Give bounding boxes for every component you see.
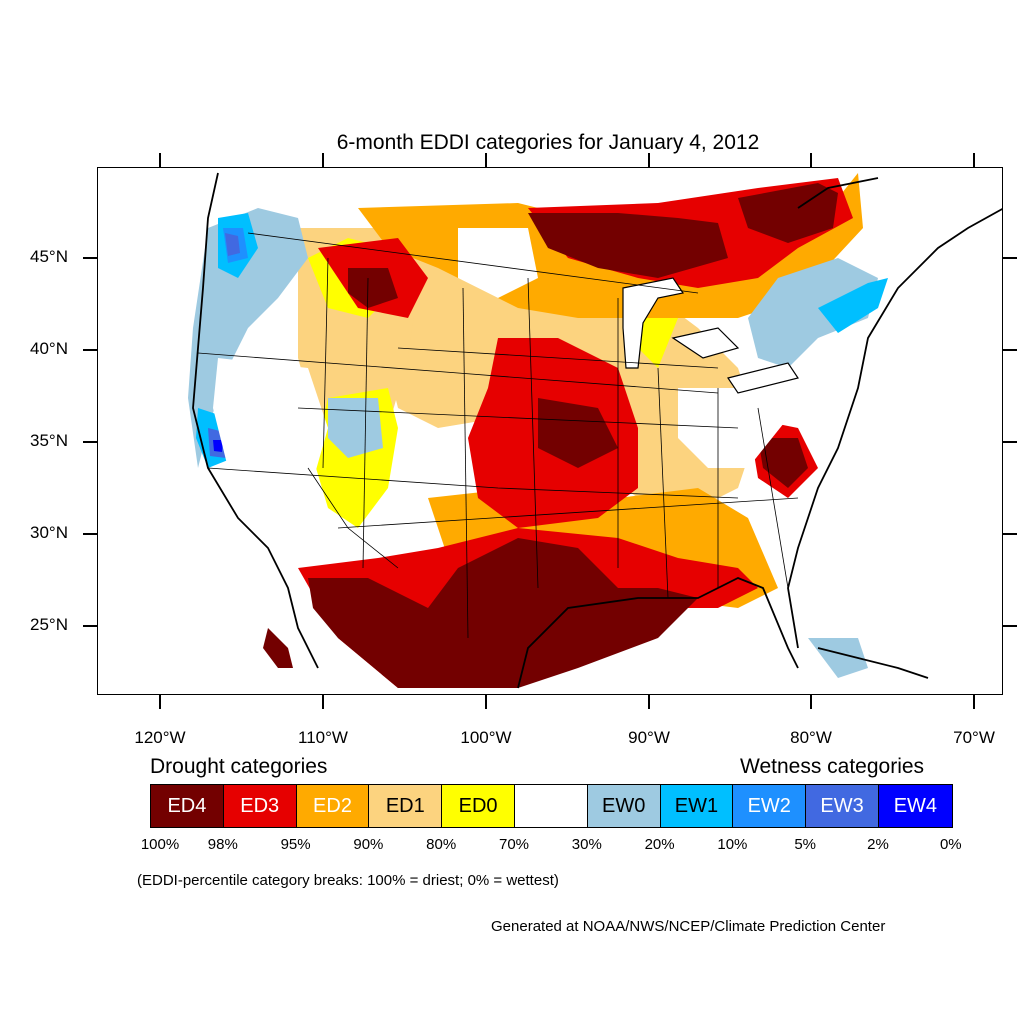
eddi-map [188, 172, 1002, 689]
lon-tick-120-top [159, 153, 161, 167]
legend-swatch-ed1: ED1 [369, 785, 443, 827]
percentile-label: 100% [140, 836, 180, 853]
coastlines [192, 172, 1002, 689]
lat-label: 45°N [30, 247, 68, 266]
lon-tick-110-top [322, 153, 324, 167]
lat-label: 40°N [30, 339, 68, 358]
lon-label: 100°W [460, 728, 512, 747]
lon-label: 120°W [134, 728, 186, 747]
ew0-region-newengland [748, 258, 878, 368]
lat-tick-40-right [1003, 349, 1017, 351]
percentile-label: 80% [426, 836, 457, 853]
lat-label: 35°N [30, 431, 68, 450]
legend-swatch-ew0: EW0 [587, 785, 661, 827]
ed4-region-minnesota [528, 213, 728, 278]
legend-swatch-normal [514, 785, 588, 827]
percentile-label: 5% [794, 836, 817, 853]
lon-tick-70 [973, 695, 975, 709]
legend-swatch-ed2: ED2 [296, 785, 370, 827]
percentile-label: 70% [498, 836, 530, 853]
drought-heading: Drought categories [150, 755, 328, 778]
lon-label: 90°W [628, 728, 670, 747]
lon-tick-80-top [810, 153, 812, 167]
lat-tick-40 [83, 349, 97, 351]
lat-tick-35 [83, 441, 97, 443]
state-boundaries [197, 232, 799, 639]
credit-line: Generated at NOAA/NWS/NCEP/Climate Predi… [491, 918, 886, 935]
lat-tick-35-right [1003, 441, 1017, 443]
normal-region-nevada [213, 358, 328, 548]
ed4-region-mexico-coast [263, 628, 293, 668]
percentile-label: 10% [717, 836, 748, 853]
percentile-label: 95% [280, 836, 311, 853]
lon-tick-100 [485, 695, 487, 709]
map-frame [97, 167, 1003, 695]
lon-tick-90-top [648, 153, 650, 167]
legend-swatch-ew3: EW3 [806, 785, 879, 827]
lon-label: 110°W [298, 728, 348, 747]
ed4-region-montana [348, 268, 398, 308]
lat-tick-30-right [1003, 533, 1017, 535]
wetness-heading: Wetness categories [740, 755, 925, 778]
legend-swatch-ew4: EW4 [878, 785, 952, 827]
lat-tick-45-right [1003, 257, 1017, 259]
ew1-region-stlawrence [818, 278, 888, 333]
map-title: 6-month EDDI categories for January 4, 2… [336, 131, 760, 154]
legend-swatch-ew1: EW1 [660, 785, 734, 827]
ew0-region-florida [808, 638, 868, 678]
lon-tick-110 [322, 695, 324, 709]
lat-tick-30 [83, 533, 97, 535]
percentile-label: 90% [353, 836, 384, 853]
lon-tick-90 [648, 695, 650, 709]
ew3-region-washington [225, 233, 240, 256]
percentile-label: 2% [867, 836, 889, 853]
legend-colorbar: ED4 ED3 ED2 ED1 ED0 EW0 EW1 EW2 EW3 EW4 [150, 784, 953, 828]
legend-swatch-ed0: ED0 [442, 785, 515, 827]
legend-swatch-ed4: ED4 [151, 785, 224, 827]
ed4-region-carolinas [758, 438, 808, 488]
lon-tick-120 [159, 695, 161, 709]
lon-tick-70-top [973, 153, 975, 167]
lat-tick-45 [83, 257, 97, 259]
ew0-region-west [188, 208, 308, 468]
legend-swatch-ew2: EW2 [733, 785, 807, 827]
ew4-region-california [213, 440, 223, 452]
lon-tick-80 [810, 695, 812, 709]
lon-tick-100-top [485, 153, 487, 167]
lat-label: 25°N [30, 615, 68, 634]
lon-label: 70°W [953, 728, 995, 747]
normal-region-northplains [458, 228, 538, 298]
percentile-label: 98% [207, 836, 238, 853]
percentile-label: 30% [571, 836, 602, 853]
great-lakes [622, 277, 799, 394]
lat-tick-25 [83, 625, 97, 627]
ed4-region-texas [308, 538, 698, 688]
ed4-region-missouri [538, 398, 618, 468]
ew0-region-utah [328, 398, 383, 458]
lon-label: 80°W [790, 728, 832, 747]
percentile-label: 0% [939, 836, 962, 853]
category-note: (EDDI-percentile category breaks: 100% =… [137, 872, 559, 889]
percentile-label: 20% [644, 836, 675, 853]
lat-tick-25-right [1003, 625, 1017, 627]
lat-label: 30°N [30, 523, 68, 542]
legend-swatch-ed3: ED3 [223, 785, 297, 827]
